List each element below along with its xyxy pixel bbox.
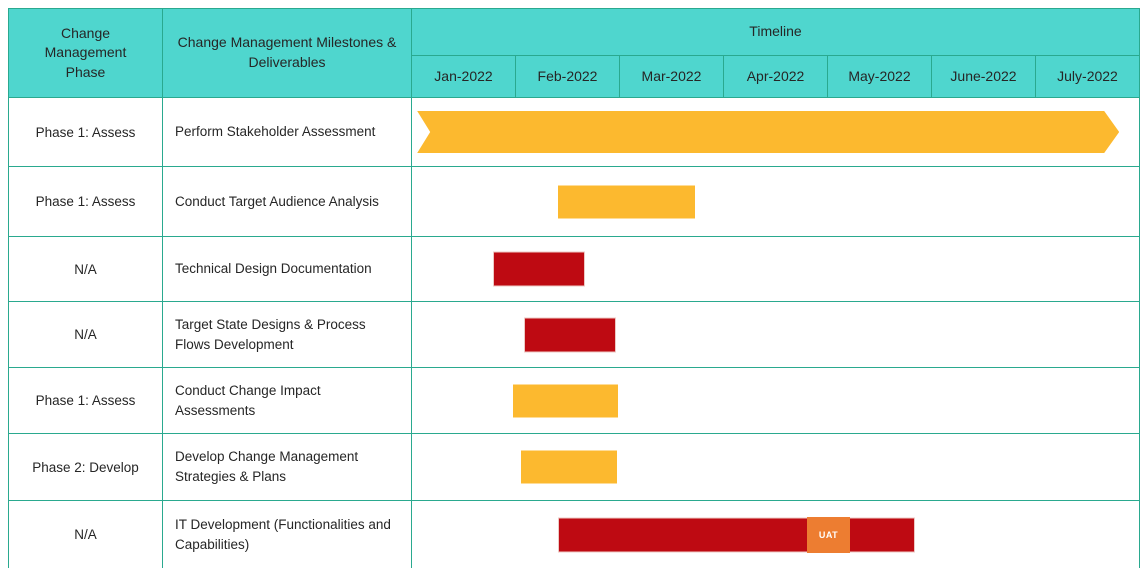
column-header-milestones: Change Management Milestones & Deliverab…	[163, 9, 412, 98]
timeline-track	[412, 98, 1140, 167]
phase-cell: Phase 1: Assess	[9, 368, 163, 434]
milestone-cell: Perform Stakeholder Assessment	[163, 98, 412, 167]
timeline-track	[412, 368, 1140, 434]
gantt-bar-orange-arrow	[417, 111, 1119, 153]
phase-cell: N/A	[9, 237, 163, 302]
timeline-track	[412, 302, 1140, 368]
milestone-cell: Conduct Change Impact Assessments	[163, 368, 412, 434]
phase-cell: N/A	[9, 501, 163, 568]
timeline-track: UAT	[412, 501, 1140, 568]
milestone-cell: IT Development (Functionalities and Capa…	[163, 501, 412, 568]
milestone-cell: Target State Designs & Process Flows Dev…	[163, 302, 412, 368]
gantt-bar-orange	[521, 450, 617, 484]
uat-annotation-chip: UAT	[807, 516, 850, 553]
column-header-timeline: Timeline	[412, 9, 1140, 56]
milestone-cell: Technical Design Documentation	[163, 237, 412, 302]
gantt-bar-red	[525, 318, 615, 351]
month-header-may: May-2022	[828, 56, 932, 98]
gantt-table: Change Management Phase Change Managemen…	[8, 8, 1140, 568]
month-header-mar: Mar-2022	[620, 56, 724, 98]
timeline-track	[412, 434, 1140, 501]
month-header-apr: Apr-2022	[724, 56, 828, 98]
month-header-june: June-2022	[932, 56, 1036, 98]
gantt-bar-orange	[557, 185, 695, 218]
phase-cell: Phase 1: Assess	[9, 98, 163, 167]
month-header-july: July-2022	[1036, 56, 1140, 98]
gantt-bar-red	[558, 518, 915, 551]
month-header-jan: Jan-2022	[412, 56, 516, 98]
phase-cell: N/A	[9, 302, 163, 368]
phase-cell: Phase 2: Develop	[9, 434, 163, 501]
phase-cell: Phase 1: Assess	[9, 167, 163, 237]
milestone-cell: Conduct Target Audience Analysis	[163, 167, 412, 237]
gantt-bar-red	[494, 252, 584, 286]
month-header-feb: Feb-2022	[516, 56, 620, 98]
milestone-cell: Develop Change Management Strategies & P…	[163, 434, 412, 501]
gantt-bar-orange	[512, 384, 618, 417]
timeline-track	[412, 237, 1140, 302]
column-header-phase: Change Management Phase	[9, 9, 163, 98]
timeline-track	[412, 167, 1140, 237]
